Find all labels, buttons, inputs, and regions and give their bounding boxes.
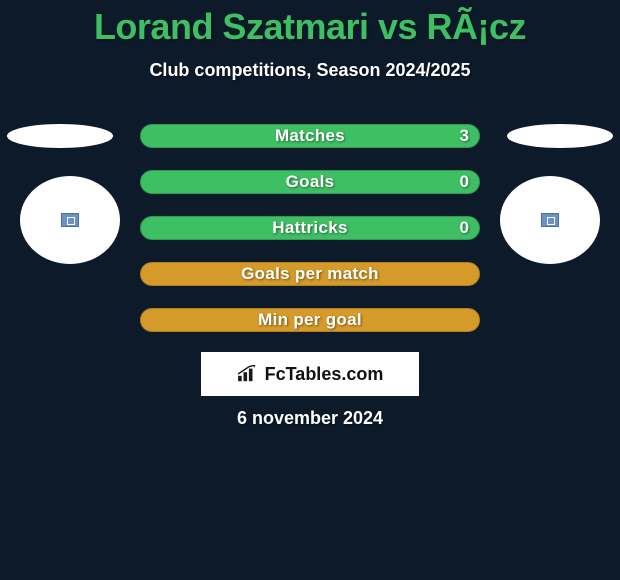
stats-list: Matches3Goals0Hattricks0Goals per matchM… [0,124,620,354]
stat-label: Matches [141,126,479,146]
fctables-logo: FcTables.com [201,352,419,396]
stat-row: Goals per match [140,262,480,286]
bar-chart-icon [237,365,259,383]
stat-value-right: 0 [460,218,469,238]
comparison-infographic: Lorand Szatmari vs RÃ¡cz Club competitio… [0,0,620,580]
stat-value-right: 3 [460,126,469,146]
footer-date: 6 november 2024 [0,408,620,429]
stat-label: Min per goal [141,310,479,330]
page-subtitle: Club competitions, Season 2024/2025 [0,60,620,81]
stat-label: Goals [141,172,479,192]
page-title: Lorand Szatmari vs RÃ¡cz [0,0,620,48]
stat-row: Goals0 [140,170,480,194]
stat-label: Goals per match [141,264,479,284]
stat-value-right: 0 [460,172,469,192]
logo-text: FcTables.com [265,364,384,385]
stat-label: Hattricks [141,218,479,238]
stat-row: Hattricks0 [140,216,480,240]
stat-row: Matches3 [140,124,480,148]
stat-row: Min per goal [140,308,480,332]
